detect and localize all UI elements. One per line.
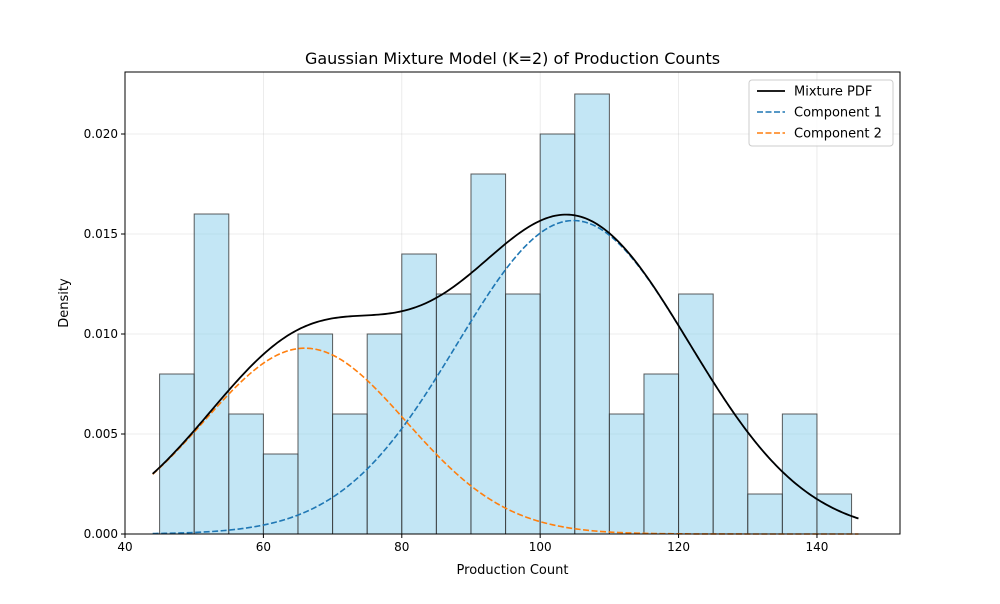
y-tick-label: 0.015 bbox=[84, 227, 118, 241]
histogram-bar bbox=[747, 493, 783, 535]
y-tick-label: 0.010 bbox=[84, 327, 118, 341]
y-tick-label: 0.000 bbox=[84, 527, 118, 541]
legend-label: Component 2 bbox=[794, 127, 882, 142]
y-tick-label: 0.020 bbox=[84, 127, 118, 141]
y-tick-label: 0.005 bbox=[84, 427, 118, 441]
histogram-bar bbox=[608, 413, 645, 535]
histogram-bar bbox=[781, 413, 818, 535]
histogram-bar bbox=[539, 133, 576, 535]
histogram-bar bbox=[159, 373, 195, 535]
histogram-bar bbox=[228, 413, 264, 535]
x-tick-label: 140 bbox=[806, 540, 829, 554]
legend: Mixture PDF Component 1 Component 2 bbox=[748, 79, 894, 147]
plot-frame bbox=[124, 71, 901, 535]
x-tick-label: 40 bbox=[117, 540, 132, 554]
histogram-bar bbox=[574, 93, 610, 535]
histogram-bar bbox=[193, 213, 230, 535]
axis-ticks: 40 60 80 100 120 140 0.000 0.005 0.010 0.015 0.020 bbox=[84, 127, 829, 554]
legend-label: Mixture PDF bbox=[794, 85, 872, 100]
legend-label: Component 1 bbox=[794, 106, 882, 121]
histogram-bars bbox=[159, 93, 853, 535]
histogram-bar bbox=[505, 293, 541, 535]
histogram-bar bbox=[366, 333, 403, 535]
curve-mixture-pdf bbox=[152, 213, 859, 520]
histogram-bar bbox=[297, 333, 334, 535]
x-tick-label: 120 bbox=[667, 540, 690, 554]
x-axis-label: Production Count bbox=[457, 563, 569, 578]
x-tick-label: 60 bbox=[256, 540, 271, 554]
histogram-bar bbox=[435, 293, 472, 535]
histogram-bar bbox=[712, 413, 749, 535]
legend-box bbox=[748, 79, 894, 147]
x-tick-label: 100 bbox=[529, 540, 552, 554]
histogram-bar bbox=[643, 373, 680, 535]
y-axis-label: Density bbox=[57, 278, 72, 328]
chart-title: Gaussian Mixture Model (K=2) of Producti… bbox=[305, 49, 720, 68]
histogram-bar bbox=[262, 453, 299, 535]
histogram-bar bbox=[470, 173, 507, 535]
histogram-bar bbox=[401, 253, 437, 535]
x-tick-label: 80 bbox=[394, 540, 409, 554]
histogram-bar bbox=[678, 293, 714, 535]
